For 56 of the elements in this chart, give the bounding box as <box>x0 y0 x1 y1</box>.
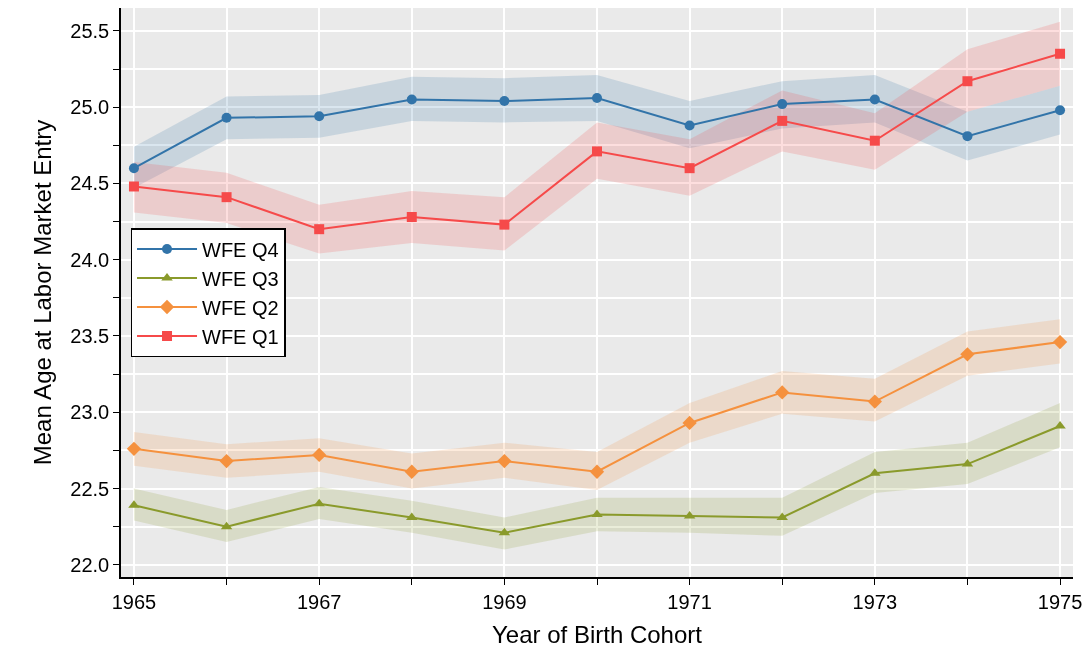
point <box>684 163 695 174</box>
point <box>314 224 325 235</box>
legend-label: WFE Q3 <box>202 267 279 290</box>
point <box>312 447 327 463</box>
point <box>869 135 880 146</box>
x-tick-label: 1975 <box>1037 590 1083 613</box>
y-tick-label: 22.5 <box>70 477 110 500</box>
point <box>962 76 973 87</box>
point <box>589 464 605 479</box>
point <box>777 99 788 110</box>
legend-label: WFE Q2 <box>202 296 279 319</box>
point <box>128 181 139 192</box>
y-tick-label: 23.0 <box>70 401 110 424</box>
y-tick-label: 25.0 <box>70 96 110 119</box>
point <box>497 453 512 469</box>
point <box>684 120 695 131</box>
x-tick-label: 1973 <box>852 590 898 613</box>
point <box>221 192 232 203</box>
legend-label: WFE Q4 <box>202 238 279 261</box>
point <box>128 163 139 174</box>
point <box>592 146 602 157</box>
point <box>777 115 788 126</box>
point <box>406 94 417 105</box>
point <box>962 131 973 142</box>
point <box>960 347 975 362</box>
x-tick-label: 1965 <box>111 590 157 613</box>
y-tick-label: 23.5 <box>70 324 110 347</box>
point <box>682 415 697 431</box>
x-tick-label: 1971 <box>667 590 712 613</box>
point <box>126 441 142 457</box>
point <box>867 394 882 409</box>
point <box>314 111 325 122</box>
point <box>499 219 510 230</box>
y-axis-title: Mean Age at Labor Market Entry <box>28 119 56 466</box>
point <box>1055 105 1066 116</box>
point <box>775 385 790 400</box>
point <box>406 211 417 222</box>
point <box>221 112 232 123</box>
point <box>1055 48 1066 59</box>
point <box>219 453 234 469</box>
point <box>592 93 602 103</box>
point <box>869 94 880 105</box>
y-tick-label: 24.0 <box>70 248 110 271</box>
point <box>404 464 419 479</box>
point <box>313 498 325 507</box>
point <box>776 512 788 521</box>
x-axis-title: Year of Birth Cohort <box>492 620 703 648</box>
y-tick-label: 25.5 <box>70 19 110 42</box>
point <box>499 96 510 107</box>
legend-label: WFE Q1 <box>202 325 279 348</box>
point <box>406 512 418 521</box>
y-tick-label: 22.0 <box>70 553 110 576</box>
point <box>1052 334 1068 350</box>
x-tick-label: 1967 <box>296 590 342 613</box>
y-tick-label: 24.5 <box>70 172 110 195</box>
x-tick-label: 1969 <box>482 590 527 613</box>
